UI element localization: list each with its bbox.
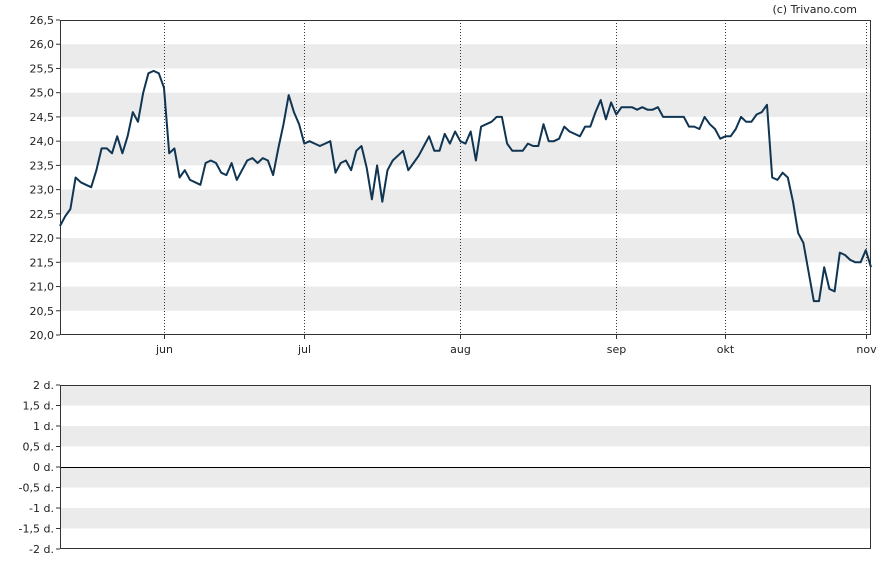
x-tick-label: sep — [607, 343, 626, 356]
y-tick-label: 2 d. — [33, 379, 54, 392]
grid-band — [60, 141, 871, 165]
y-tick-label: 23,5 — [30, 159, 55, 172]
grid-band — [60, 508, 871, 529]
y-tick-label: 26,5 — [30, 14, 55, 27]
y-tick-label: -1 d. — [29, 502, 54, 515]
y-tick-label: 1,5 d. — [23, 400, 54, 413]
y-tick-label: 21,0 — [30, 281, 55, 294]
y-tick-label: 25,0 — [30, 87, 55, 100]
y-tick-label: 23,0 — [30, 184, 55, 197]
y-tick-label: 25,5 — [30, 62, 55, 75]
x-tick-label: jul — [297, 343, 311, 356]
x-tick-label: jun — [155, 343, 173, 356]
y-tick-label: 22,0 — [30, 232, 55, 245]
price-chart: junjulaugsepoktnovdec20,020,521,021,522,… — [30, 14, 888, 356]
x-tick-label: okt — [717, 343, 735, 356]
y-tick-label: 24,5 — [30, 111, 55, 124]
y-tick-label: -2 d. — [29, 543, 54, 556]
y-tick-label: 1 d. — [33, 420, 54, 433]
y-tick-label: 21,5 — [30, 256, 55, 269]
y-tick-label: 20,5 — [30, 305, 55, 318]
grid-band — [60, 190, 871, 214]
grid-band — [60, 426, 871, 447]
x-tick-label: nov — [856, 343, 877, 356]
x-tick-label: aug — [450, 343, 471, 356]
y-tick-label: 22,5 — [30, 208, 55, 221]
y-tick-label: 20,0 — [30, 329, 55, 342]
grid-band — [60, 287, 871, 311]
credit-label: (c) Trivano.com — [772, 3, 857, 16]
grid-band — [60, 467, 871, 488]
grid-band — [60, 385, 871, 406]
y-tick-label: -0,5 d. — [19, 482, 54, 495]
y-tick-label: 26,0 — [30, 38, 55, 51]
y-tick-label: 0 d. — [33, 461, 54, 474]
grid-band — [60, 44, 871, 68]
grid-band — [60, 238, 871, 262]
y-tick-label: -1,5 d. — [19, 523, 54, 536]
y-tick-label: 24,0 — [30, 135, 55, 148]
grid-band — [60, 93, 871, 117]
volume-chart: 2 d. 1,5 d. 1 d. 0,5 d. 0 d. -0,5 d. -1 d. -1,5… — [19, 379, 871, 556]
y-tick-label: 0,5 d. — [23, 441, 54, 454]
